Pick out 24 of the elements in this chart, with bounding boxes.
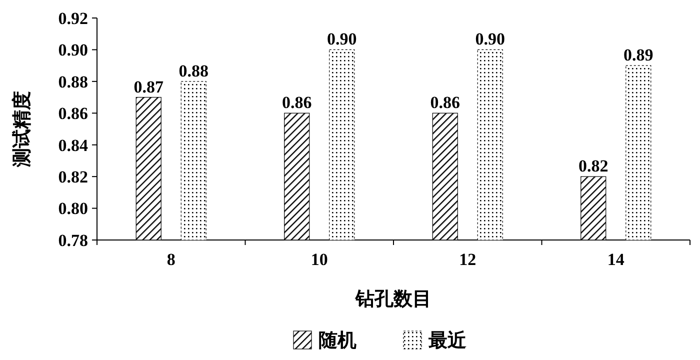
data-label: 0.87 [134, 77, 164, 96]
y-tick-label: 0.92 [58, 8, 88, 28]
y-tick-label: 0.86 [58, 104, 88, 124]
data-label: 0.86 [430, 93, 460, 112]
data-label: 0.88 [178, 61, 208, 80]
y-axis-title: 测试精度 [11, 91, 33, 168]
y-tick-label: 0.82 [58, 168, 88, 187]
x-axis-title: 钻孔数目 [354, 289, 432, 310]
x-tick-label: 8 [166, 250, 176, 269]
y-tick-label: 0.90 [58, 40, 88, 60]
x-tick-label: 14 [607, 250, 625, 269]
data-label: 0.90 [327, 30, 357, 49]
y-tick-label: 0.78 [58, 230, 88, 250]
x-tick-label: 12 [459, 250, 476, 269]
legend-label: 最近 [428, 330, 468, 352]
data-label: 0.90 [475, 30, 505, 49]
x-tick-label: 10 [310, 250, 328, 269]
data-label: 0.82 [578, 156, 608, 176]
data-label: 0.89 [624, 46, 654, 65]
data-label: 0.86 [282, 93, 312, 112]
y-tick-label: 0.80 [58, 199, 88, 218]
legend-label: 随机 [318, 330, 356, 352]
y-tick-label: 0.88 [58, 72, 88, 92]
y-tick-label: 0.84 [58, 136, 88, 155]
